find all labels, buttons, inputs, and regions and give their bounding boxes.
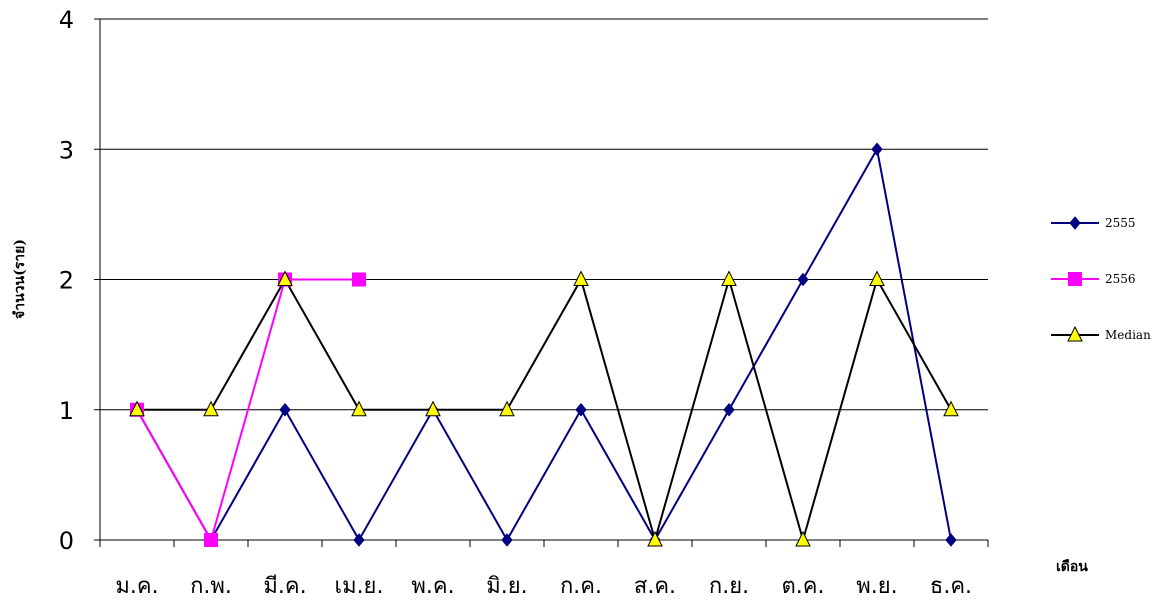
data-point-2555 bbox=[871, 142, 883, 157]
data-point-2555 bbox=[353, 533, 365, 547]
series-line-2555 bbox=[136, 146, 952, 543]
x-tick-label: ต.ค. bbox=[782, 574, 825, 599]
legend: 2555 2556 Median bbox=[1051, 216, 1151, 342]
x-tick-label: เม.ย. bbox=[335, 574, 384, 599]
series-markers bbox=[129, 142, 959, 547]
data-point-median bbox=[425, 400, 441, 417]
x-tick-label: ก.พ. bbox=[190, 574, 232, 599]
data-point-2556 bbox=[352, 272, 366, 287]
data-point-median bbox=[721, 270, 737, 286]
legend-marker-median bbox=[1067, 325, 1083, 342]
x-tick-label: มิ.ย. bbox=[486, 574, 527, 599]
x-tick-label: ก.ย. bbox=[709, 574, 749, 599]
legend-label-2555: 2555 bbox=[1105, 216, 1136, 230]
data-point-2555 bbox=[945, 533, 957, 547]
data-point-2556 bbox=[204, 533, 218, 547]
data-point-median bbox=[277, 270, 293, 286]
series-lines bbox=[136, 146, 952, 544]
tick-labels: 0 1 2 3 4 ม.ค. ก.พ. มี.ค. เม.ย. พ.ค. มิ.ย. ก.ค. ส.ค.… bbox=[59, 6, 972, 599]
y-tick-label: 3 bbox=[59, 136, 74, 164]
data-point-median bbox=[129, 400, 145, 417]
y-tick-label: 0 bbox=[59, 527, 74, 555]
x-tick-label: ม.ค. bbox=[115, 574, 158, 599]
x-tick-label: มี.ค. bbox=[263, 574, 306, 599]
axes bbox=[94, 18, 989, 547]
data-point-2555 bbox=[797, 272, 809, 287]
series-line-2556 bbox=[136, 278, 359, 543]
data-point-median bbox=[647, 530, 663, 547]
x-tick-label: ส.ค. bbox=[634, 574, 676, 599]
x-tick-label: ธ.ค. bbox=[930, 574, 972, 599]
gridlines bbox=[100, 18, 988, 411]
series-line-median bbox=[137, 275, 952, 544]
x-tick-label: ก.ค. bbox=[560, 574, 602, 599]
y-tick-label: 4 bbox=[59, 6, 74, 34]
data-point-median bbox=[351, 400, 367, 417]
legend-marker-2556 bbox=[1068, 272, 1082, 286]
data-point-2555 bbox=[723, 402, 735, 417]
data-point-median bbox=[795, 530, 811, 547]
data-point-2555 bbox=[279, 402, 291, 417]
data-point-median bbox=[943, 400, 959, 417]
legend-label-2556: 2556 bbox=[1105, 272, 1136, 286]
y-tick-label: 2 bbox=[59, 267, 74, 295]
y-tick-label: 1 bbox=[59, 397, 74, 425]
data-point-median bbox=[499, 400, 515, 417]
legend-label-median: Median bbox=[1105, 328, 1151, 342]
data-point-median bbox=[573, 270, 589, 286]
x-tick-label: พ.ย. bbox=[856, 574, 897, 599]
data-point-2555 bbox=[575, 402, 587, 417]
data-point-median bbox=[869, 270, 885, 286]
y-axis-title: จำนวน(ราย) bbox=[12, 239, 28, 319]
legend-marker-2555 bbox=[1069, 216, 1081, 230]
data-point-median bbox=[203, 400, 219, 417]
data-point-2555 bbox=[501, 533, 513, 547]
x-tick-label: พ.ค. bbox=[411, 574, 454, 599]
x-axis-title: เดือน bbox=[1056, 559, 1088, 575]
